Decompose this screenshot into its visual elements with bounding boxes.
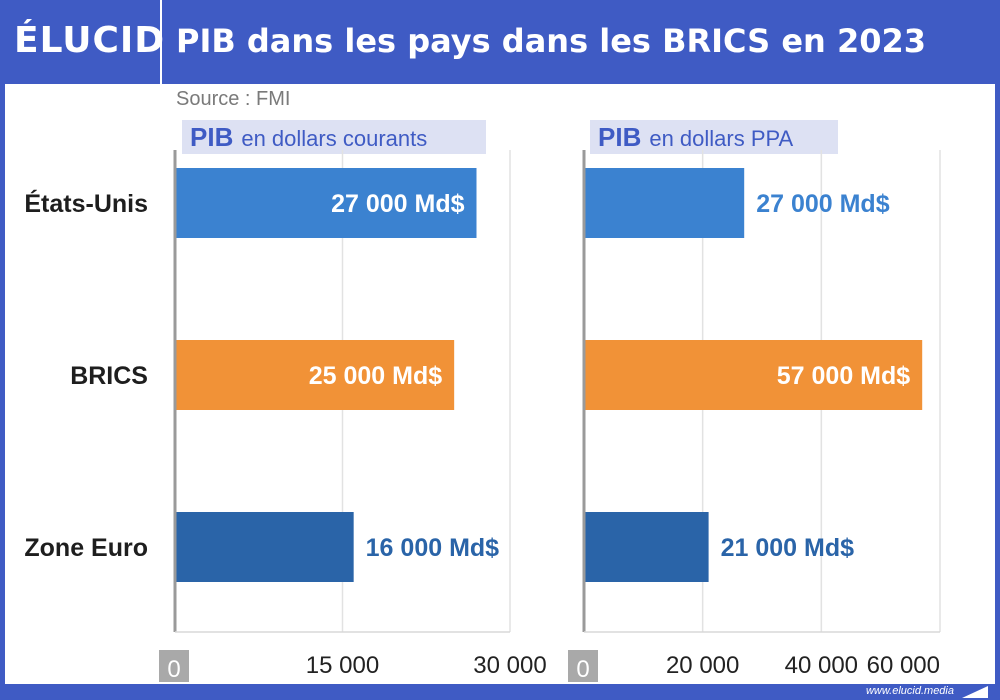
elucid-mark-icon xyxy=(962,686,988,698)
data-label: 16 000 Md$ xyxy=(366,534,500,562)
panel-title-box xyxy=(590,120,838,154)
footer-url[interactable]: www.elucid.media xyxy=(865,685,954,697)
tick-label: 15 000 xyxy=(306,652,379,679)
zero-tick-box xyxy=(568,650,598,682)
elucid-logo[interactable]: ÉLUCID xyxy=(14,20,166,61)
zero-tick-box xyxy=(159,650,189,682)
bar xyxy=(584,340,923,410)
tick-label: 20 000 xyxy=(666,652,739,679)
bar xyxy=(175,512,354,582)
tick-label: 40 000 xyxy=(785,652,858,679)
data-label: 57 000 Md$ xyxy=(777,362,911,390)
bar xyxy=(584,512,709,582)
tick-label: 60 000 xyxy=(867,652,940,679)
data-label: 21 000 Md$ xyxy=(721,534,855,562)
bar xyxy=(584,168,745,238)
tick-label: 0 xyxy=(167,656,180,683)
bar xyxy=(175,168,477,238)
page-title: PIB dans les pays dans les BRICS en 2023 xyxy=(176,22,926,60)
panel-title: PIB en dollars courants xyxy=(190,122,427,152)
category-label: BRICS xyxy=(70,362,148,390)
bar xyxy=(175,340,455,410)
data-label: 25 000 Md$ xyxy=(309,362,443,390)
panel-title-box xyxy=(182,120,486,154)
category-label: Zone Euro xyxy=(24,534,148,562)
header-divider xyxy=(160,0,162,84)
source-note: Source : FMI xyxy=(176,88,291,110)
header: ÉLUCID PIB dans les pays dans les BRICS … xyxy=(0,0,1000,84)
tick-label: 0 xyxy=(576,656,589,683)
tick-label: 30 000 xyxy=(473,652,546,679)
data-label: 27 000 Md$ xyxy=(331,190,465,218)
data-label: 27 000 Md$ xyxy=(756,190,890,218)
category-label: États-Unis xyxy=(24,189,148,218)
panel-title: PIB en dollars PPA xyxy=(598,122,794,152)
